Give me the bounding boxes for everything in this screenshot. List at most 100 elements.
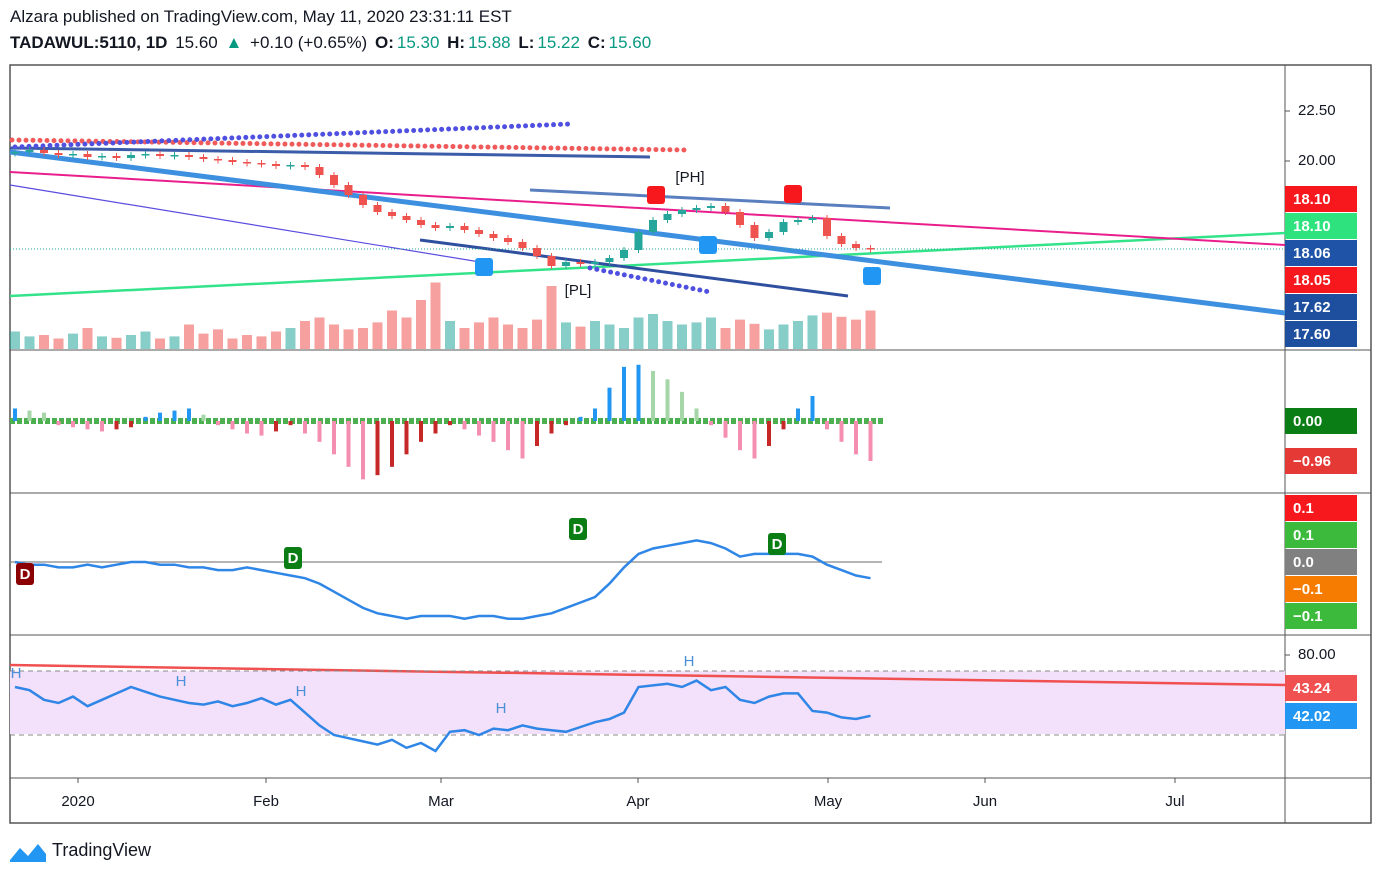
volume-bar <box>155 338 165 349</box>
divergence-badge <box>16 563 34 585</box>
price-badge-label: 18.06 <box>1293 245 1331 262</box>
buy-signal <box>699 236 717 254</box>
volume-bar <box>619 328 629 349</box>
volume-bar <box>82 328 93 349</box>
candle <box>765 232 773 238</box>
volume-bar <box>213 329 223 349</box>
x-tick-label: 2020 <box>61 793 94 810</box>
volume-bar <box>445 321 455 349</box>
volume-bar <box>648 314 658 349</box>
open: 15.30 <box>396 33 440 52</box>
volume-bar <box>401 317 412 349</box>
volume-bar <box>546 286 557 349</box>
divergence-badge <box>284 547 302 569</box>
candle <box>373 205 382 212</box>
price-badge <box>1285 267 1357 293</box>
histogram-bar <box>230 421 235 430</box>
indicator-line <box>14 679 871 753</box>
candle <box>866 248 875 250</box>
volume-bar <box>822 312 832 349</box>
x-tick-label: May <box>814 793 843 810</box>
price-badge <box>1285 576 1357 602</box>
candle <box>736 212 744 225</box>
candle <box>576 262 585 264</box>
candle <box>359 195 367 205</box>
candle <box>837 236 846 244</box>
histogram-bar <box>201 414 206 421</box>
candle <box>649 220 657 232</box>
volume-bar <box>488 317 499 349</box>
buy-signal <box>475 258 493 276</box>
divergence-label: D <box>288 550 299 567</box>
histogram-bar <box>274 421 278 432</box>
histogram-bar <box>680 391 684 421</box>
histogram-bar <box>593 408 597 421</box>
divergence-badge <box>569 518 587 540</box>
candle <box>25 150 34 152</box>
price-badge <box>1285 186 1357 212</box>
high: 15.88 <box>468 33 511 52</box>
candle <box>344 185 353 195</box>
dotted-line <box>9 137 688 153</box>
candle <box>605 258 614 262</box>
price-badge <box>1285 213 1357 239</box>
volume-bar <box>300 321 310 349</box>
volume-bar <box>169 336 180 349</box>
volume-bar <box>184 324 194 349</box>
histogram-bar <box>709 421 713 426</box>
close-label: C: <box>587 33 606 52</box>
histogram-bar <box>259 421 264 436</box>
candle <box>663 214 672 220</box>
histogram-bar <box>825 421 829 430</box>
price-badge <box>1285 675 1357 701</box>
histogram-bar <box>303 421 307 434</box>
y-tick-label: 20.00 <box>1298 152 1336 169</box>
last-price: 15.60 <box>175 33 218 52</box>
candle <box>852 244 860 248</box>
trend-line <box>9 171 1286 246</box>
candle <box>141 154 150 156</box>
histogram-bar <box>810 396 815 421</box>
price-badge-label: 18.05 <box>1293 272 1331 289</box>
divergence-badge <box>768 533 786 555</box>
volume-bar <box>836 316 847 349</box>
dotted-line <box>12 121 573 150</box>
histogram-bar <box>404 421 409 455</box>
volume-bar <box>24 336 35 349</box>
price-badge-label: 17.62 <box>1293 299 1331 316</box>
histogram-bar <box>491 421 496 442</box>
price-badge <box>1285 549 1357 575</box>
band-fill <box>10 671 1285 734</box>
low: 15.22 <box>537 33 580 52</box>
sell-signal <box>647 186 665 204</box>
price-badge-label: 43.24 <box>1293 680 1331 697</box>
volume-bar <box>851 319 861 349</box>
volume-bar <box>314 317 325 349</box>
candle <box>794 220 802 222</box>
trend-line <box>9 184 481 263</box>
volume-bar <box>140 331 151 349</box>
candle <box>214 159 222 161</box>
volume-bar <box>503 324 513 349</box>
volume-bar <box>343 329 354 349</box>
candle <box>808 218 817 220</box>
histogram-bar <box>607 387 612 421</box>
histogram-bar <box>738 421 742 451</box>
volume-bar <box>285 328 296 349</box>
volume-bar <box>416 300 426 349</box>
volume-bar <box>242 335 252 349</box>
volume-bar <box>111 337 122 349</box>
high-label: H <box>176 673 187 690</box>
open-label: O: <box>374 33 394 52</box>
pivot-label: [PL] <box>565 282 592 299</box>
divergence-label: D <box>20 566 31 583</box>
trend-line <box>9 149 1286 316</box>
candle <box>402 216 411 220</box>
histogram-bar <box>419 421 423 442</box>
candle <box>446 226 454 228</box>
histogram-bar <box>839 421 844 442</box>
drawings <box>9 121 1286 734</box>
histogram-bar <box>187 408 191 421</box>
histogram-bar <box>332 421 336 455</box>
